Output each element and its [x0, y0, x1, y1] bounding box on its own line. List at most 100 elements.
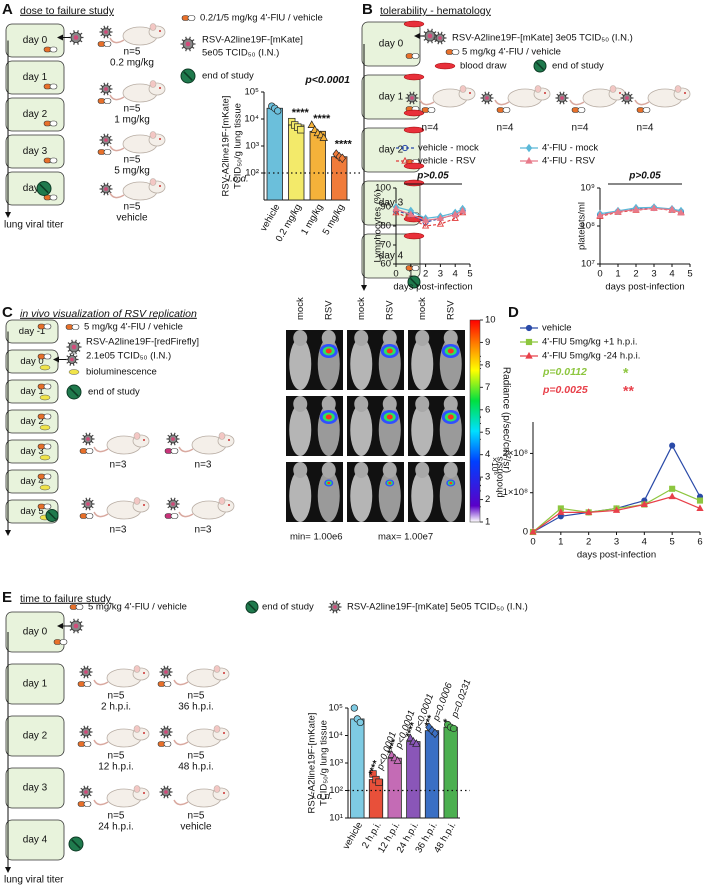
signal-core: [447, 348, 454, 354]
virus-core: [86, 502, 90, 506]
rat-ear: [534, 85, 542, 93]
day-label: day 4: [20, 476, 43, 487]
x-tick-label: 1: [558, 537, 563, 548]
blood-draw-icon: [403, 162, 425, 170]
bioluminescence-icon: [39, 394, 51, 401]
panel-title: time to failure study: [20, 593, 112, 605]
column-label: mock: [295, 297, 306, 320]
pill-right: [49, 157, 58, 164]
x-tick-label: 5: [687, 269, 692, 280]
x-tick-label: 3: [651, 269, 656, 280]
rat-ear: [133, 785, 141, 793]
rat: [93, 432, 150, 455]
legend-label: vehicle - mock: [418, 143, 479, 154]
signal-core: [447, 414, 454, 420]
day-label: day 2: [23, 731, 48, 742]
data-point: [431, 728, 439, 739]
x-tick-label: 2: [423, 269, 428, 280]
data-point: [632, 205, 640, 213]
rat-eye: [143, 672, 145, 674]
rat-ear: [133, 432, 141, 440]
signal-core: [325, 348, 332, 354]
label: p=0.0112: [542, 366, 587, 378]
day-label: day 0: [379, 39, 404, 50]
pill-right: [642, 107, 651, 113]
virus-icon: [620, 91, 634, 105]
legend-label: vehicle: [542, 323, 572, 334]
rat-ear: [149, 23, 157, 31]
rat-tail: [109, 192, 125, 199]
rat-ear: [213, 665, 221, 673]
pill-right: [59, 639, 68, 645]
y-tick-label: 100: [375, 183, 391, 194]
mouse-image: [411, 470, 434, 522]
label: 0.2/1/5 mg/kg 4'-FlU / vehicle: [200, 13, 323, 24]
label: vehicle: [116, 213, 148, 224]
virus-icon: [159, 725, 173, 739]
colorbar-tick-label: 1: [485, 517, 490, 528]
x-tick-label: 0: [597, 269, 602, 280]
rat-tail: [93, 679, 109, 686]
day-label: day 2: [379, 145, 404, 156]
bar: [266, 107, 283, 201]
x-tick-label: 1: [408, 269, 413, 280]
x-tick-label: 3: [614, 537, 619, 548]
rat: [93, 497, 150, 520]
rat-tail: [109, 145, 125, 152]
bioluminescence-icon: [39, 454, 51, 461]
label: RSV-A2line19F-[redFirefly]: [86, 337, 199, 348]
data-point: [596, 211, 604, 218]
rat-tail: [178, 446, 194, 453]
panel-title: in vivo visualization of RSV replication: [20, 308, 197, 320]
y-tick-label: 10¹: [329, 813, 343, 824]
panel-title: tolerability - hematology: [380, 5, 492, 17]
rat-eye: [159, 87, 161, 89]
data-point: [696, 497, 704, 504]
virus-icon: [99, 82, 113, 96]
data-point: [458, 206, 467, 214]
bioluminescence-icon: [39, 364, 51, 371]
y-axis-label: photons/s: [495, 456, 506, 497]
label: 5 mg/kg 4'-FlU / vehicle: [88, 602, 187, 613]
data-point: [393, 756, 402, 764]
rat-ear: [133, 725, 141, 733]
virus-icon: [99, 133, 113, 147]
day-label: day 5: [20, 506, 43, 517]
bar: [350, 718, 365, 819]
rat: [109, 80, 166, 103]
virus-core: [427, 33, 433, 39]
end-icon-slash: [71, 839, 81, 849]
label: 1 mg/kg: [114, 115, 150, 126]
label: 36 h.p.i.: [178, 702, 214, 713]
data-point: [407, 210, 415, 218]
rat: [494, 85, 551, 108]
bioluminescence-icon: [68, 369, 80, 375]
label: ×10⁶: [490, 457, 500, 475]
data-point: [356, 718, 364, 727]
rat-tail: [93, 799, 109, 806]
pill-right: [71, 324, 80, 330]
day-label: day 4: [23, 835, 48, 846]
label: blood draw: [460, 61, 507, 72]
mouse-head: [415, 330, 430, 346]
mouse-head: [293, 396, 308, 412]
rat-eye: [159, 185, 161, 187]
y-tick-label: 10²: [245, 168, 259, 179]
day-box: [5, 715, 65, 757]
column-label: mock: [417, 297, 428, 320]
significance-stars: ****: [367, 759, 383, 777]
data-point: [392, 208, 400, 216]
day-box: [361, 233, 421, 279]
label: 0.2 mg/kg: [110, 58, 154, 69]
virus-core: [164, 730, 168, 734]
rat: [109, 131, 166, 154]
data-point: [332, 149, 340, 159]
mouse-image: [411, 338, 434, 390]
rat-eye: [228, 439, 230, 441]
virus-core: [164, 790, 168, 794]
data-point: [392, 204, 400, 212]
label: max= 1.00e7: [378, 532, 433, 543]
rat-eye: [143, 504, 145, 506]
rat-ear: [133, 497, 141, 505]
endpoint-label: lung viral titer: [4, 875, 64, 886]
